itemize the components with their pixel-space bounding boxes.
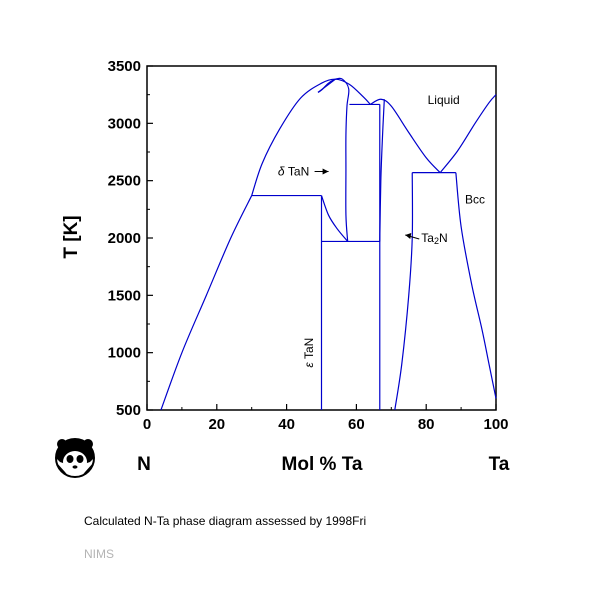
y-tick-label: 2000 — [108, 230, 141, 247]
phase-boundary-liquidus-middle — [370, 98, 441, 174]
label-bcc: Bcc — [465, 193, 485, 207]
phase-boundary-liquidus-left — [160, 195, 253, 411]
phase-boundary-Ta2N-right-solvus — [394, 172, 414, 411]
x-axis-label: Mol % Ta — [282, 454, 363, 475]
y-tick-label: 3000 — [108, 115, 141, 132]
phase-boundaries — [160, 77, 497, 411]
y-tick-label: 500 — [116, 402, 141, 419]
figure-caption: Calculated N-Ta phase diagram assessed b… — [84, 514, 367, 528]
x-tick-label: 80 — [418, 416, 435, 433]
x-tick-label: 100 — [483, 416, 508, 433]
y-tick-label: 1000 — [108, 345, 141, 362]
x-right-end-label: Ta — [489, 454, 510, 475]
annotations: Liquid Bcc δ TaN Ta2N ε TaN — [278, 93, 485, 368]
x-tick-label: 0 — [143, 416, 151, 433]
x-tick-label: 40 — [278, 416, 295, 433]
panda-logo-icon — [55, 438, 95, 478]
label-delta-tan: δ TaN — [278, 164, 309, 178]
phase-boundary-Ta2N-phase-boundary — [379, 99, 385, 242]
y-axis-label: T [K] — [61, 215, 82, 258]
phase-boundary-delta-left-boundary — [320, 195, 349, 242]
phase-boundary-liquidus-delta — [251, 78, 371, 196]
arrowhead-delta-tan — [322, 168, 329, 175]
x-tick-label: 60 — [348, 416, 365, 433]
label-epsilon-tan: ε TaN — [302, 338, 316, 368]
phase-boundary-delta-right-boundary — [317, 77, 350, 242]
y-tick-label: 3500 — [108, 58, 141, 75]
y-tick-label: 2500 — [108, 173, 141, 190]
phase-boundary-liquidus-right — [439, 94, 497, 174]
phase-boundary-bcc-solvus — [455, 172, 497, 399]
arrowhead-ta2n — [405, 233, 412, 239]
label-ta2n: Ta2N — [421, 231, 447, 246]
y-tick-label: 1500 — [108, 287, 141, 304]
axes: 0 20 40 60 80 100 500 1000 1500 2000 2500 3000 3500 — [108, 58, 509, 433]
phase-boundary-delta-top-dome — [317, 78, 336, 93]
x-left-end-label: N — [137, 454, 151, 475]
label-liquid: Liquid — [428, 93, 460, 107]
x-tick-label: 20 — [208, 416, 225, 433]
credit-text: NIMS — [84, 547, 114, 561]
